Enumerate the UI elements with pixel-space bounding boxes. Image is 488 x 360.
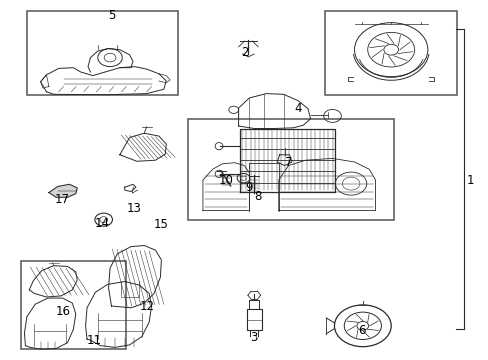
Text: 6: 6 [357, 324, 365, 337]
Bar [20, 261, 125, 349]
Text: 9: 9 [244, 181, 252, 194]
Bar [246, 309, 261, 330]
Text: 15: 15 [154, 219, 168, 231]
Text: 11: 11 [87, 334, 102, 347]
Text: 10: 10 [219, 174, 233, 186]
Polygon shape [49, 184, 77, 197]
Text: 17: 17 [55, 193, 70, 206]
Text: 13: 13 [127, 202, 142, 215]
Text: 3: 3 [250, 331, 258, 344]
Text: 2: 2 [240, 46, 248, 59]
Text: 8: 8 [254, 190, 262, 203]
Text: 14: 14 [94, 217, 109, 230]
Bar [325, 11, 456, 95]
Text: 1: 1 [466, 174, 473, 186]
Text: 16: 16 [56, 305, 71, 318]
Bar [188, 119, 393, 220]
Bar [27, 11, 178, 95]
Text: 12: 12 [139, 300, 154, 313]
Bar [249, 300, 259, 309]
Text: 7: 7 [284, 156, 292, 169]
Text: 4: 4 [294, 102, 302, 114]
Text: 5: 5 [107, 9, 115, 22]
